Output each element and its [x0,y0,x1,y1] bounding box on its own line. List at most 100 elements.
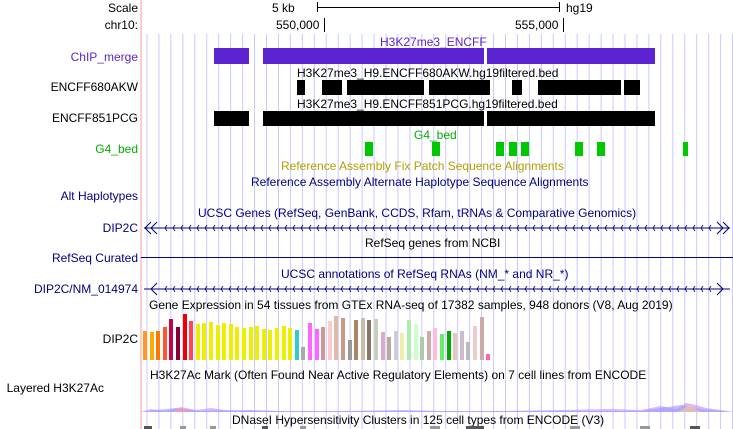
g4-feature-4[interactable] [509,142,517,156]
track-label-g4-bed[interactable]: G4_bed [95,142,138,156]
gtex-tissue-bar[interactable] [446,331,451,360]
gtex-tissue-bar[interactable] [407,320,411,360]
encff680akw-peak-3[interactable] [347,80,424,95]
gtex-tissue-bar[interactable] [341,318,345,360]
track-label-refseq-curated[interactable]: RefSeq Curated [51,251,138,265]
gtex-tissue-bar[interactable] [459,331,464,360]
encff851pcg-peak-3[interactable] [487,111,655,126]
g4-feature-5[interactable] [521,142,529,156]
dnase-cluster[interactable] [690,426,700,429]
gtex-tissue-bar[interactable] [228,324,233,360]
dnase-cluster[interactable] [210,426,216,429]
track-label-encff680akw[interactable]: ENCFF680AKW [50,80,138,94]
gtex-tissue-bar[interactable] [387,337,392,360]
dnase-cluster[interactable] [640,426,650,429]
gtex-tissue-bar[interactable] [275,328,279,360]
gtex-tissue-bar[interactable] [308,323,312,360]
track-label-alt-haplotypes[interactable]: Alt Haplotypes [60,189,138,203]
chip-merge-peak-2[interactable] [263,48,484,64]
gtex-tissue-bar[interactable] [176,327,180,360]
dnase-cluster[interactable] [144,426,152,429]
gtex-tissue-bar[interactable] [169,319,174,360]
scale-bar-right-tick [559,2,560,12]
gtex-tissue-bar[interactable] [294,330,299,360]
track-label-layered-h3k27ac[interactable]: Layered H3K27Ac [6,381,104,395]
gtex-tissue-bar[interactable] [268,330,273,360]
gtex-tissue-bar[interactable] [288,328,293,360]
gtex-tissue-bar[interactable] [301,347,306,360]
gtex-tissue-bar[interactable] [367,320,372,360]
h3k27ac-signal[interactable] [141,396,733,412]
gtex-tissue-bar[interactable] [235,327,240,360]
gtex-tissue-bar[interactable] [261,329,266,360]
g4-feature-8[interactable] [683,142,688,156]
gtex-tissue-bar[interactable] [433,328,438,360]
encff851pcg-peak-2[interactable] [263,111,484,126]
chip-merge-peak-1[interactable] [214,48,249,64]
gtex-tissue-bar[interactable] [354,320,359,360]
gtex-tissue-bar[interactable] [182,314,187,360]
gtex-tissue-bar[interactable] [189,321,194,360]
gtex-tissue-bar[interactable] [374,319,378,360]
track-label-dip2c-gtex[interactable]: DIP2C [102,332,138,346]
gtex-tissue-bar[interactable] [420,337,425,360]
gtex-tissue-bar[interactable] [162,327,167,360]
gtex-tissue-bar[interactable] [195,324,200,360]
gtex-tissue-bar[interactable] [479,317,484,360]
refseq-rna-dip2c[interactable] [141,280,733,298]
gtex-tissue-bar[interactable] [149,332,154,360]
gtex-tissue-bar[interactable] [209,322,213,360]
gtex-tissue-bar[interactable] [466,342,471,360]
g4-feature-3[interactable] [496,142,504,156]
encff680akw-peak-4[interactable] [429,80,490,95]
g4-feature-7[interactable] [597,142,605,156]
encff680akw-peak-6[interactable] [538,80,621,95]
gtex-tissue-bar[interactable] [215,325,220,360]
encff680akw-peak-5[interactable] [512,80,522,95]
ucsc-gene-dip2c[interactable] [141,219,733,237]
track-label-dip2c-nm014974[interactable]: DIP2C/NM_014974 [33,282,138,296]
gtex-tissue-bar[interactable] [347,340,352,360]
chip-merge-peak-3[interactable] [487,48,655,64]
encff680akw-peak-2[interactable] [322,80,342,95]
gtex-tissue-bar[interactable] [486,354,491,360]
gtex-tissue-bar[interactable] [156,331,161,360]
dnase-cluster[interactable] [262,426,268,429]
gtex-tissue-bar[interactable] [334,316,339,360]
gtex-tissue-bar[interactable] [413,324,418,360]
gtex-tissue-bar[interactable] [143,331,147,360]
gtex-tissue-bar[interactable] [314,329,319,360]
dnase-cluster[interactable] [570,426,580,429]
gtex-tissue-bar[interactable] [360,318,365,360]
gtex-tissue-bar[interactable] [426,331,431,360]
encff851pcg-peak-1[interactable] [214,111,249,126]
track-label-encff851pcg[interactable]: ENCFF851PCG [51,111,138,125]
gtex-tissue-bar[interactable] [248,327,253,360]
gtex-tissue-bar[interactable] [453,333,458,360]
gtex-tissue-bar[interactable] [473,326,477,360]
encff680akw-peak-1[interactable] [297,80,305,95]
gtex-tissue-bar[interactable] [400,333,405,360]
track-label-chip-merge[interactable]: ChIP_merge [70,50,138,64]
dnase-cluster[interactable] [180,426,186,429]
gtex-tissue-bar[interactable] [242,328,246,360]
gtex-tissue-bar[interactable] [281,326,286,360]
gtex-tissue-bar[interactable] [255,326,260,360]
gtex-tissue-bar[interactable] [202,323,207,360]
track-label-dip2c-ucsc[interactable]: DIP2C [102,221,138,235]
g4-feature-2[interactable] [432,142,440,156]
gtex-tissue-bar[interactable] [440,334,444,360]
gtex-tissue-bar[interactable] [327,321,332,360]
gtex-tissue-bar[interactable] [321,327,326,360]
dnase-cluster[interactable] [300,426,306,429]
dnase-cluster[interactable] [466,426,484,429]
encff680akw-peak-7[interactable] [624,80,640,95]
gtex-tissue-bar[interactable] [380,332,385,360]
refseq-curated-line[interactable] [141,257,733,258]
g4-feature-1[interactable] [365,142,373,156]
g4-feature-6[interactable] [575,142,583,156]
gtex-tissue-bar[interactable] [393,331,398,360]
gtex-tissue-bar[interactable] [222,323,227,360]
dnase-cluster[interactable] [430,426,440,429]
